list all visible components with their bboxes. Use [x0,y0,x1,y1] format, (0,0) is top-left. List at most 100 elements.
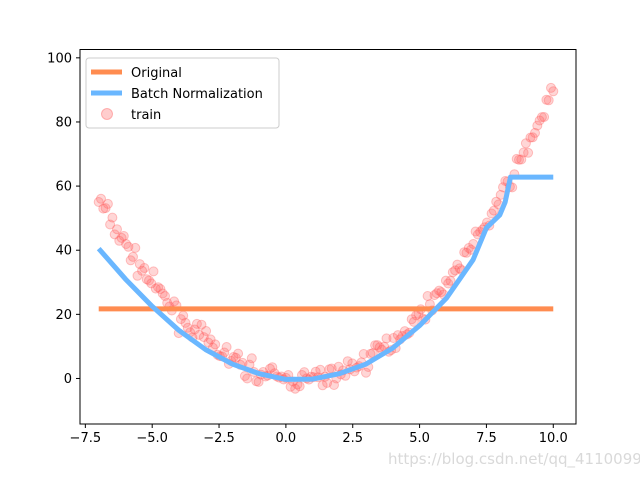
y-tick-label: 60 [55,180,72,195]
train-point [196,319,207,330]
train-point [436,287,447,298]
legend-label-batch-normalization: Batch Normalization [131,87,263,102]
train-point [388,333,399,343]
train-point [144,275,154,286]
train-point [406,314,417,325]
train-point [265,363,275,374]
train-point [486,208,497,219]
y-tick-label: 0 [64,372,72,387]
train-point [128,251,138,262]
train-point [253,376,264,387]
train-point [194,329,205,340]
train-point [546,82,556,93]
train-point [527,132,538,143]
train-point [102,198,113,209]
x-tick-label: 7.5 [476,431,497,446]
train-point [361,367,371,378]
train-point [203,337,214,348]
x-tick-label: 10.0 [539,431,568,446]
train-point [534,115,545,126]
train-point [239,371,250,381]
train-point [299,367,310,378]
train-point [251,376,262,387]
train-point [491,196,502,207]
train-point [123,241,134,252]
train-point [365,348,376,359]
train-point [148,266,159,277]
train-point [285,381,296,392]
train-point [267,362,278,373]
train-point [100,203,111,214]
series-line-batch-normalization [96,174,554,382]
train-point [180,317,191,328]
train-point [431,288,442,299]
train-point [105,219,116,230]
train-point [372,340,383,351]
train-point [191,318,202,329]
train-point [114,235,125,246]
train-point [539,112,550,122]
train-point [146,278,157,289]
train-point [408,316,419,327]
train-point [137,265,148,276]
train-scatter [93,82,559,394]
x-tick-label: 0.0 [276,431,297,446]
x-tick-label: 5.0 [409,431,430,446]
train-point [132,270,143,281]
train-point [153,282,164,293]
train-point [139,263,150,273]
train-point [530,127,540,138]
train-point [169,296,180,307]
train-point [150,283,161,294]
train-point [543,95,554,106]
train-point [447,267,458,278]
train-point [463,243,474,253]
legend-label-train: train [131,108,161,123]
train-point [107,212,118,223]
train-point [488,205,499,216]
train-point [201,326,212,336]
train-point [520,138,531,149]
train-point [370,340,381,351]
plot-frame [79,49,577,425]
train-point [116,232,127,243]
train-point [392,330,403,341]
train-point [511,153,522,164]
train-point [445,275,456,286]
watermark: https://blog.csdn.net/qq_41100991 [388,450,640,468]
train-point [541,94,552,105]
train-point [130,242,141,253]
y-tick-label: 20 [55,308,72,323]
train-point [294,381,305,392]
train-point [125,255,136,266]
train-point [525,132,536,143]
train-point [182,322,193,333]
train-point [422,291,433,301]
train-point [452,259,463,270]
train-point [93,197,104,207]
train-point [160,291,170,301]
train-point [440,275,451,286]
train-point [96,193,106,204]
train-point [189,324,200,335]
train-point [548,86,559,97]
train-point [109,229,120,240]
train-point [333,361,344,372]
train-point [198,332,209,343]
train-point [516,154,527,165]
x-tick-label: −7.5 [70,431,102,446]
series-lines [96,174,554,382]
train-point [342,356,353,367]
train-point [374,342,385,353]
y-tick-label: 80 [55,115,72,130]
train-point [434,285,445,296]
train-point [121,239,132,249]
train-point [536,112,547,123]
train-point [429,290,440,301]
train-point [317,380,328,391]
train-point [470,226,481,237]
x-axis: −7.5 −5.0 −2.5 0.0 2.5 5.0 7.5 10.0 [70,424,568,446]
train-point [134,259,145,270]
train-point [329,380,339,390]
